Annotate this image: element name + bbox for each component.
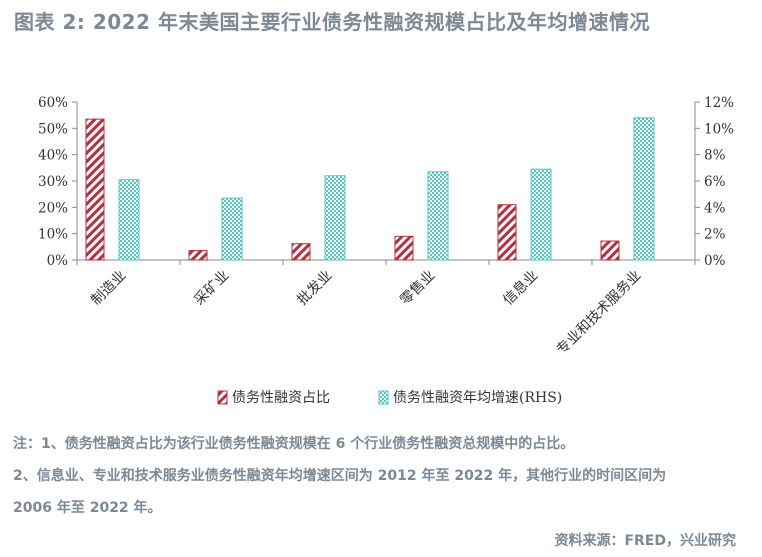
- bar-growth: [118, 179, 140, 261]
- chart-title: 图表 2: 2022 年末美国主要行业债务性融资规模占比及年均增速情况: [14, 10, 650, 34]
- left-tick-label: 40%: [38, 148, 68, 164]
- bar-growth: [633, 117, 655, 261]
- left-tick-label: 50%: [38, 121, 68, 137]
- left-tick-label: 20%: [38, 200, 68, 216]
- legend-swatch-share: [217, 390, 228, 405]
- footnote-3: 2006 年至 2022 年。: [13, 500, 162, 516]
- bar-share: [188, 250, 208, 261]
- footnote-2: 2、信息业、专业和技术服务业债务性融资年均增速区间为 2012 年至 2022 …: [13, 468, 667, 484]
- legend: 债务性融资占比 债务性融资年均增速(RHS): [217, 390, 562, 406]
- bar-share: [497, 204, 517, 261]
- bar-share: [394, 235, 414, 261]
- category-label: 采矿业: [191, 268, 232, 309]
- bar-growth: [324, 175, 346, 261]
- bar-growth: [427, 171, 449, 261]
- left-tick-label: 30%: [38, 174, 68, 190]
- right-tick-label: 0%: [704, 253, 726, 269]
- legend-label-share: 债务性融资占比: [232, 390, 330, 406]
- right-tick-label: 4%: [704, 200, 726, 216]
- right-tick-label: 10%: [704, 121, 734, 137]
- category-label: 制造业: [88, 268, 129, 309]
- category-label: 批发业: [294, 268, 335, 309]
- legend-swatch-growth: [378, 390, 389, 405]
- legend-label-growth: 债务性融资年均增速(RHS): [393, 390, 562, 406]
- bar-chart: 0% 10% 20% 30% 40% 50% 60% 0% 2% 4% 6% 8% 10% 12% 制造业 采…: [38, 95, 734, 406]
- footnote-1: 注：1、债务性融资占比为该行业债务性融资规模在 6 个行业债务性融资总规模中的占…: [13, 436, 575, 452]
- right-tick-label: 2%: [704, 227, 726, 243]
- right-tick-label: 6%: [704, 174, 726, 190]
- bar-share: [291, 243, 311, 261]
- bar-growth: [221, 197, 243, 261]
- bar-share: [85, 118, 105, 261]
- bar-growth: [530, 168, 552, 261]
- right-tick-label: 8%: [704, 148, 726, 164]
- right-tick-label: 12%: [704, 95, 734, 111]
- left-tick-label: 0%: [47, 253, 69, 269]
- left-tick-label: 60%: [38, 95, 68, 111]
- left-tick-label: 10%: [38, 227, 68, 243]
- source-note: 资料来源：FRED，兴业研究: [554, 533, 736, 549]
- category-label: 信息业: [500, 267, 542, 309]
- bar-share: [600, 240, 620, 261]
- category-label: 专业和技术服务业: [554, 268, 645, 359]
- category-label: 零售业: [397, 268, 438, 309]
